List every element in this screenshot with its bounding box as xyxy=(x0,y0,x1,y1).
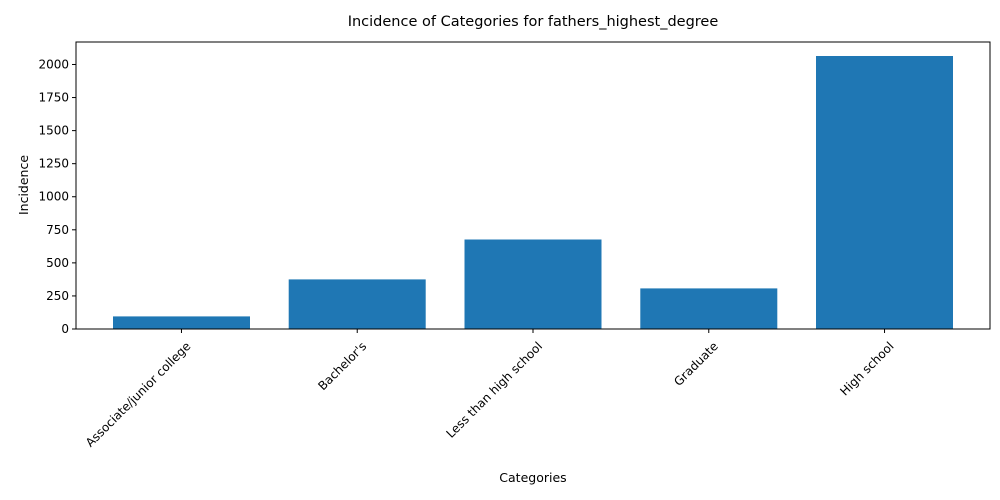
y-tick-label: 0 xyxy=(61,322,69,336)
x-tick-label: High school xyxy=(837,339,896,398)
bar-4 xyxy=(816,56,953,329)
x-tick-label: Less than high school xyxy=(443,339,545,441)
bar-0 xyxy=(113,316,250,329)
x-axis-ticks: Associate/junior college Bachelor's Less t… xyxy=(83,329,897,450)
y-tick-label: 500 xyxy=(46,256,69,270)
x-tick-label: Associate/junior college xyxy=(83,339,194,450)
y-tick-label: 1500 xyxy=(38,124,69,138)
y-tick-label: 1000 xyxy=(38,190,69,204)
plot-frame xyxy=(75,41,991,330)
y-axis-label: Incidence xyxy=(16,155,31,215)
x-axis-label: Categories xyxy=(499,470,566,485)
y-tick-label: 1750 xyxy=(38,91,69,105)
y-tick-label: 750 xyxy=(46,223,69,237)
bar-3 xyxy=(640,288,778,329)
bar-1 xyxy=(288,279,426,329)
bar-2 xyxy=(464,239,602,329)
chart-title: Incidence of Categories for fathers_high… xyxy=(348,14,719,30)
bars-group xyxy=(113,56,953,329)
y-axis-ticks: 0 250 500 750 1000 1250 1500 1750 2000 xyxy=(38,57,76,336)
y-tick-label: 1250 xyxy=(38,157,69,171)
y-tick-label: 250 xyxy=(46,289,69,303)
y-tick-label: 2000 xyxy=(38,57,69,71)
x-tick-label: Graduate xyxy=(671,339,721,389)
x-tick-label: Bachelor's xyxy=(315,339,369,393)
